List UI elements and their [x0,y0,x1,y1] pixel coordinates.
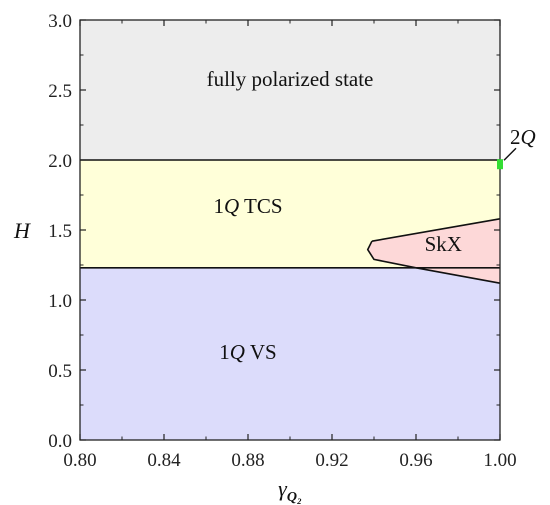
y-tick-label: 2.5 [48,81,72,102]
phase-regions [80,20,500,440]
region-fully-polarized-state [80,20,500,160]
x-tick-label: 0.80 [63,450,96,471]
x-tick-label: 0.88 [231,450,264,471]
region-label-skx: SkX [425,232,462,256]
x-tick-label: 0.92 [315,450,348,471]
special-point-group: 2Q [497,125,536,170]
y-tick-label: 0.5 [48,361,72,382]
special-point-marker [497,159,503,170]
special-point-leader [503,147,517,161]
phase-boundaries [80,159,501,284]
y-tick-label: 2.0 [48,151,72,172]
axis-ticks: 0.80 0.84 0.88 0.92 0.96 1.00 0.0 0.5 1.0 1.5 2.0 2… [48,11,516,471]
y-tick-label: 0.0 [48,431,72,452]
region-label-fully-polarized-state: fully polarized state [207,67,374,91]
region-1q-vs [80,267,500,440]
region-label-1q-tcs: 1Q TCS [213,194,282,218]
y-tick-label: 3.0 [48,11,72,32]
x-tick-label: 1.00 [483,450,516,471]
y-axis-title: H [13,218,31,243]
x-axis-title: γQ₂ [278,476,302,505]
y-tick-label: 1.5 [48,221,72,242]
region-labels: fully polarized state 1Q TCS SkX 1Q VS [207,67,462,364]
phase-boundary-line [366,240,501,284]
special-point-label: 2Q [510,125,536,149]
phase-boundary-line [371,218,501,242]
region-label-1q-vs: 1Q VS [219,340,276,364]
x-tick-label: 0.96 [399,450,432,471]
x-tick-label: 0.84 [147,450,181,471]
y-tick-label: 1.0 [48,291,72,312]
